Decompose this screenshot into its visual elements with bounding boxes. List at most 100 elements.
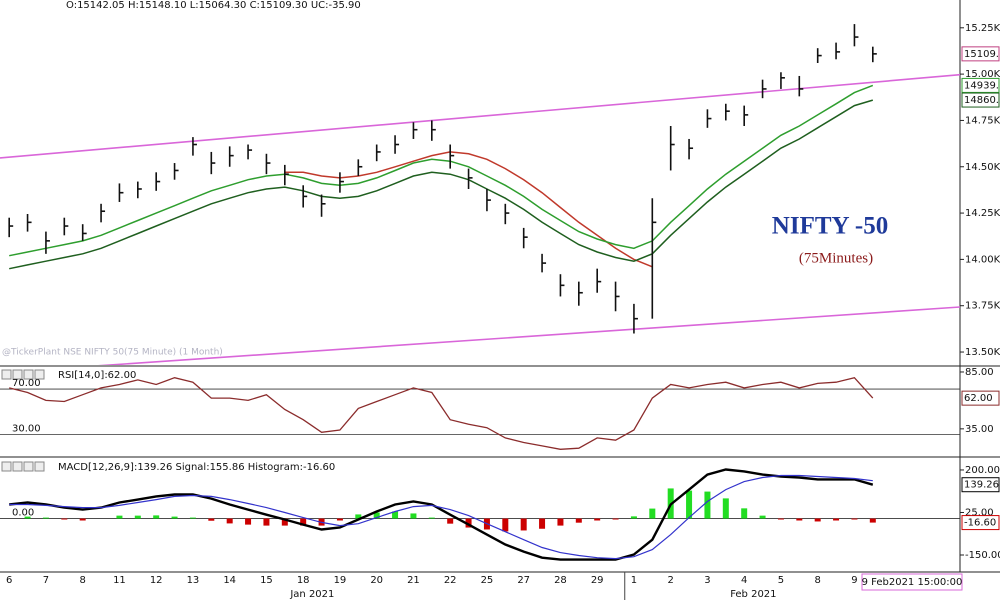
x-tick-label: 11 <box>113 575 126 586</box>
macd-line <box>9 468 874 561</box>
y-tick-label: 25.00 <box>965 507 994 518</box>
tool-button[interactable] <box>23 461 34 472</box>
y-tick-label: 13.75K <box>965 301 1000 312</box>
histogram-bar <box>134 515 141 519</box>
ma-last-label-box <box>961 92 1000 108</box>
month-label: Feb 2021 <box>730 589 776 600</box>
watermark: @TickerPlant NSE NIFTY 50(75 Minute) (1 … <box>2 348 223 358</box>
tool-button[interactable] <box>12 369 23 380</box>
histogram-bar <box>557 518 564 526</box>
y-tick-label: 14.00K <box>965 254 1000 265</box>
histogram-bar <box>539 518 546 529</box>
histogram-bar <box>153 515 160 519</box>
rsi-last-label-box <box>961 390 1000 406</box>
annotation-subtitle: (75Minutes) <box>799 250 873 266</box>
histogram-bar <box>373 512 380 519</box>
histogram-bar <box>79 518 86 521</box>
histogram-last-label: -16.60 <box>964 518 996 529</box>
histogram-last-label-box <box>961 515 1000 531</box>
x-tick-label: 20 <box>370 575 383 586</box>
x-tick-label: 29 <box>591 575 604 586</box>
macd-last-label: 139.26 <box>964 480 999 491</box>
histogram-bar <box>61 518 68 520</box>
x-tick-label: 21 <box>407 575 420 586</box>
cursor-label: 9 Feb2021 15:00:00 <box>862 577 963 588</box>
histogram-bar <box>24 516 31 519</box>
histogram-bar <box>612 518 619 520</box>
annotation-title: NIFTY -50 <box>772 213 888 240</box>
x-tick-label: 7 <box>43 575 49 586</box>
trendline <box>97 306 960 365</box>
y-tick-label: -150.00 <box>965 550 1000 561</box>
x-tick-label: 5 <box>778 575 784 586</box>
histogram-bar <box>171 516 178 519</box>
histogram-bar <box>630 516 637 519</box>
x-tick-label: 8 <box>815 575 821 586</box>
histogram-bar <box>704 491 711 519</box>
histogram-bar <box>447 518 454 524</box>
panel-tools[interactable] <box>1 369 45 472</box>
tool-button[interactable] <box>34 369 45 380</box>
tool-button[interactable] <box>23 369 34 380</box>
y-tick-label: 15.00K <box>965 69 1000 80</box>
macd-last-label-box <box>961 477 1000 493</box>
ohlc-header: O:15142.05 H:15148.10 L:15064.30 C:15109… <box>66 0 361 11</box>
histogram-bar <box>869 518 876 523</box>
x-tick-label: 12 <box>150 575 163 586</box>
x-tick-label: 3 <box>704 575 710 586</box>
histogram-bar <box>355 514 362 519</box>
x-tick-label: 6 <box>6 575 12 586</box>
ma-last-label: 14860. <box>964 95 999 106</box>
tool-button[interactable] <box>34 461 45 472</box>
histogram-bar <box>281 518 288 526</box>
histogram-bar <box>649 508 656 519</box>
x-tick-label: 28 <box>554 575 567 586</box>
rsi-title: RSI[14,0]:62.00 <box>58 370 136 381</box>
histogram-bar <box>759 515 766 519</box>
y-tick-label: 200.00 <box>965 465 1000 476</box>
y-tick-label: 14.25K <box>965 208 1000 219</box>
x-tick-label: 13 <box>187 575 200 586</box>
x-tick-label: 18 <box>297 575 310 586</box>
x-tick-label: 1 <box>631 575 637 586</box>
histogram-bar <box>189 517 196 519</box>
histogram-bar <box>575 518 582 523</box>
x-tick-label: 2 <box>668 575 674 586</box>
histogram-bar <box>814 518 821 522</box>
histogram-bar <box>851 518 858 520</box>
plot-area <box>0 24 960 365</box>
x-tick-label: 4 <box>741 575 747 586</box>
ma-last-label: 14939. <box>964 80 999 91</box>
histogram-bar <box>336 518 343 521</box>
tool-button[interactable] <box>1 461 12 472</box>
moving-average <box>284 151 653 268</box>
histogram-bar <box>833 518 840 521</box>
tool-button[interactable] <box>12 461 23 472</box>
histogram-bar <box>722 498 729 519</box>
histogram-bar <box>116 515 123 519</box>
y-tick-label: 85.00 <box>965 367 994 378</box>
histogram-bar <box>300 518 307 526</box>
y-tick-label: 14.75K <box>965 115 1000 126</box>
histogram-bar <box>410 513 417 519</box>
tool-button[interactable] <box>1 369 12 380</box>
x-tick-label: 22 <box>444 575 457 586</box>
y-tick-label: 35.00 <box>965 424 994 435</box>
histogram-bar <box>502 518 509 532</box>
last-price-label-box <box>961 46 1000 62</box>
y-tick-label: 15.25K <box>965 23 1000 34</box>
histogram-bar <box>465 518 472 528</box>
histogram-bar <box>208 518 215 521</box>
x-tick-label: 8 <box>80 575 86 586</box>
last-price-label: 15109. <box>964 49 999 60</box>
histogram-bar <box>796 518 803 521</box>
month-label: Jan 2021 <box>289 589 334 600</box>
rsi-last-label: 62.00 <box>964 393 993 404</box>
macd-line <box>9 474 873 560</box>
histogram-bar <box>263 518 270 526</box>
histogram-bar <box>226 518 233 524</box>
x-tick-label: 19 <box>334 575 347 586</box>
x-tick-label: 25 <box>481 575 494 586</box>
x-tick-label: 15 <box>260 575 273 586</box>
